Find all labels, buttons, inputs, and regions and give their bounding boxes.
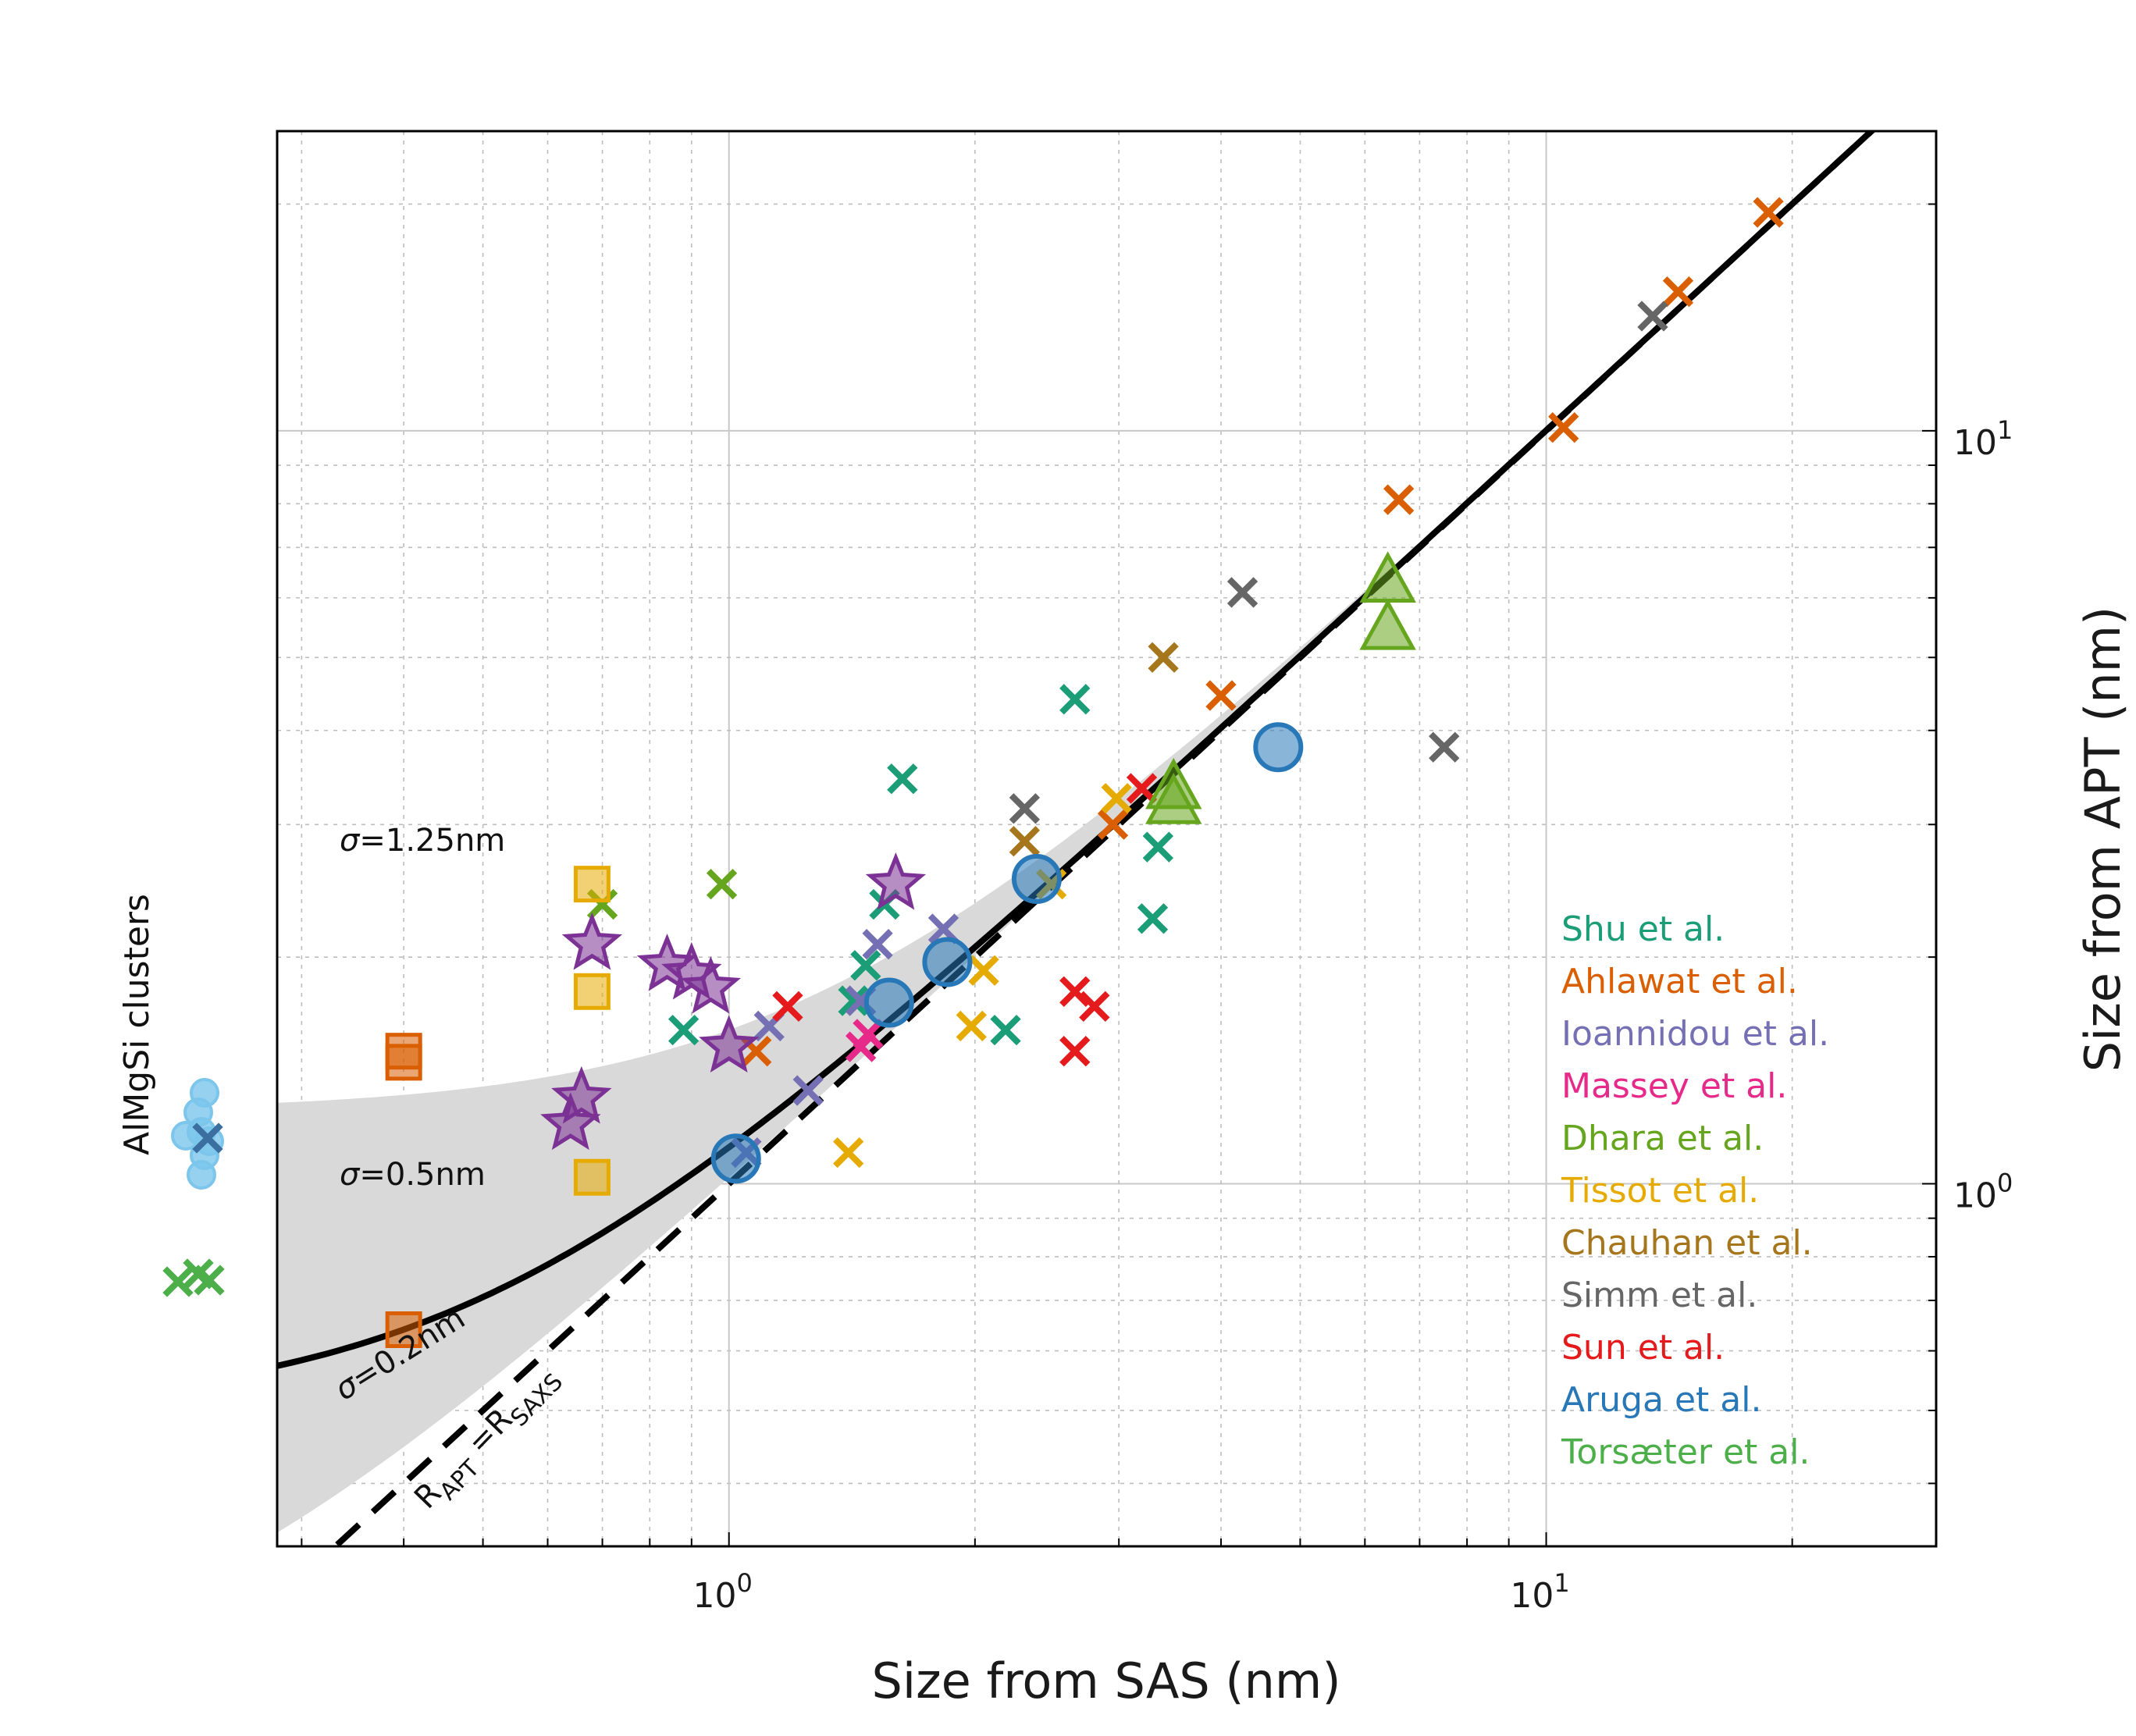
tick-base: 10 xyxy=(1510,1576,1554,1616)
x-point xyxy=(1637,301,1668,332)
square-point xyxy=(573,1158,611,1196)
x-tick-label: 100 xyxy=(693,1568,753,1616)
x-point xyxy=(990,1014,1021,1046)
star-point xyxy=(540,1092,601,1151)
square-point xyxy=(385,1033,422,1070)
side-x-marker xyxy=(162,1266,194,1297)
legend-entry: Shu et al. xyxy=(1561,909,1725,949)
tick-base: 10 xyxy=(1953,423,1997,463)
x-point xyxy=(1079,991,1110,1022)
legend-entry: Tissot et al. xyxy=(1561,1171,1759,1211)
x-point xyxy=(838,985,869,1016)
sigma-symbol: σ xyxy=(340,823,361,859)
star-point xyxy=(699,1015,760,1073)
tick-base: 10 xyxy=(693,1576,737,1616)
side-x-marker xyxy=(192,1122,223,1154)
side-label: AlMgSi clusters xyxy=(117,894,157,1155)
x-point xyxy=(853,1019,884,1050)
x-point xyxy=(850,950,881,981)
x-point xyxy=(1142,831,1174,863)
x-point xyxy=(1226,577,1258,608)
circle-point xyxy=(710,1133,761,1184)
star-point xyxy=(680,956,742,1014)
y-tick-label: 100 xyxy=(1953,1169,2013,1216)
tick-exponent: 1 xyxy=(1997,415,2013,445)
sigma-high-annotation: σ=1.25nm xyxy=(340,823,505,859)
square-point xyxy=(573,973,611,1010)
legend-entry: Massey et al. xyxy=(1561,1066,1787,1106)
side-circle-marker xyxy=(187,1160,216,1190)
legend: Shu et al. Ahlawat et al. Ioannidou et al.… xyxy=(1561,909,1829,1472)
x-point xyxy=(772,991,803,1022)
circle-point xyxy=(922,937,973,987)
tick-exponent: 0 xyxy=(1997,1169,2013,1198)
legend-entry: Chauhan et al. xyxy=(1561,1223,1813,1263)
plot-frame xyxy=(276,130,1938,1548)
x-point xyxy=(706,869,738,900)
x-point xyxy=(1662,276,1694,308)
x-point xyxy=(845,1031,877,1062)
tick-exponent: 0 xyxy=(737,1568,753,1598)
y-axis-title: Size from APT (nm) xyxy=(2074,607,2131,1072)
tick-exponent: 1 xyxy=(1554,1568,1569,1598)
x-point xyxy=(1059,976,1091,1007)
x-point xyxy=(887,763,918,795)
square-point xyxy=(385,1311,422,1349)
x-point xyxy=(1753,197,1784,228)
legend-entry: Sun et al. xyxy=(1561,1328,1725,1368)
side-markers xyxy=(162,1078,225,1297)
sigma-symbol: σ xyxy=(340,1157,361,1193)
x-point xyxy=(1429,731,1460,763)
star-point xyxy=(561,912,623,970)
x-point xyxy=(1548,412,1579,443)
square-point xyxy=(573,866,611,903)
data-points xyxy=(385,197,1784,1349)
x-point xyxy=(956,1010,987,1042)
x-point xyxy=(862,929,893,960)
triangle-point xyxy=(1359,598,1416,650)
x-point xyxy=(1205,680,1237,711)
x-point xyxy=(668,1014,700,1046)
legend-entry: Aruga et al. xyxy=(1561,1380,1761,1420)
x-axis-title: Size from SAS (nm) xyxy=(871,1652,1340,1709)
sigma-mid-annotation: σ=0.5nm xyxy=(340,1157,486,1193)
star-point xyxy=(551,1065,612,1124)
side-x-marker xyxy=(194,1265,225,1296)
x-point xyxy=(833,1137,864,1169)
x-point xyxy=(1126,773,1158,804)
sigma-mid-value: =0.5nm xyxy=(359,1157,485,1193)
legend-entry: Torsæter et al. xyxy=(1561,1432,1810,1472)
circle-point xyxy=(863,977,914,1028)
x-point xyxy=(1009,793,1041,824)
x-point xyxy=(1137,903,1169,934)
x-point xyxy=(1148,642,1179,673)
x-point xyxy=(968,955,999,986)
x-point xyxy=(1059,1036,1091,1067)
x-point xyxy=(792,1075,824,1106)
circle-point xyxy=(1011,854,1062,905)
x-point xyxy=(1059,684,1091,715)
x-point xyxy=(1383,484,1415,515)
legend-entry: Ahlawat et al. xyxy=(1561,962,1798,1001)
x-point xyxy=(1097,809,1129,840)
tick-base: 10 xyxy=(1953,1176,1997,1216)
x-point xyxy=(927,913,959,944)
star-point xyxy=(865,852,927,910)
y-tick-label: 101 xyxy=(1953,415,2013,463)
x-point xyxy=(1009,826,1041,857)
sigma-high-value: =1.25nm xyxy=(359,823,505,859)
legend-entry: Ioannidou et al. xyxy=(1561,1014,1829,1054)
legend-entry: Simm et al. xyxy=(1561,1275,1757,1315)
legend-entry: Dhara et al. xyxy=(1561,1119,1764,1158)
x-tick-label: 101 xyxy=(1510,1568,1569,1616)
triangle-point xyxy=(1145,773,1202,824)
circle-point xyxy=(1253,722,1304,773)
x-point xyxy=(1101,783,1132,814)
